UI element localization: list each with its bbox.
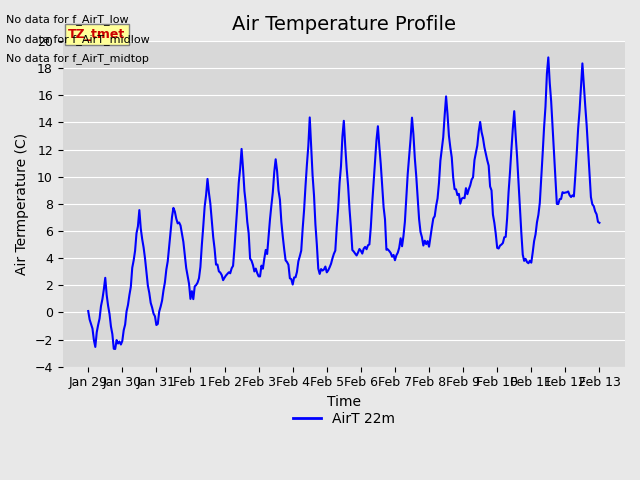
X-axis label: Time: Time: [327, 395, 361, 409]
Text: No data for f_AirT_midlow: No data for f_AirT_midlow: [6, 34, 150, 45]
Y-axis label: Air Termperature (C): Air Termperature (C): [15, 133, 29, 275]
Text: No data for f_AirT_low: No data for f_AirT_low: [6, 14, 129, 25]
Legend: AirT 22m: AirT 22m: [287, 406, 401, 432]
Text: TZ_tmet: TZ_tmet: [68, 28, 125, 41]
Text: No data for f_AirT_midtop: No data for f_AirT_midtop: [6, 53, 149, 64]
Title: Air Temperature Profile: Air Temperature Profile: [232, 15, 456, 34]
